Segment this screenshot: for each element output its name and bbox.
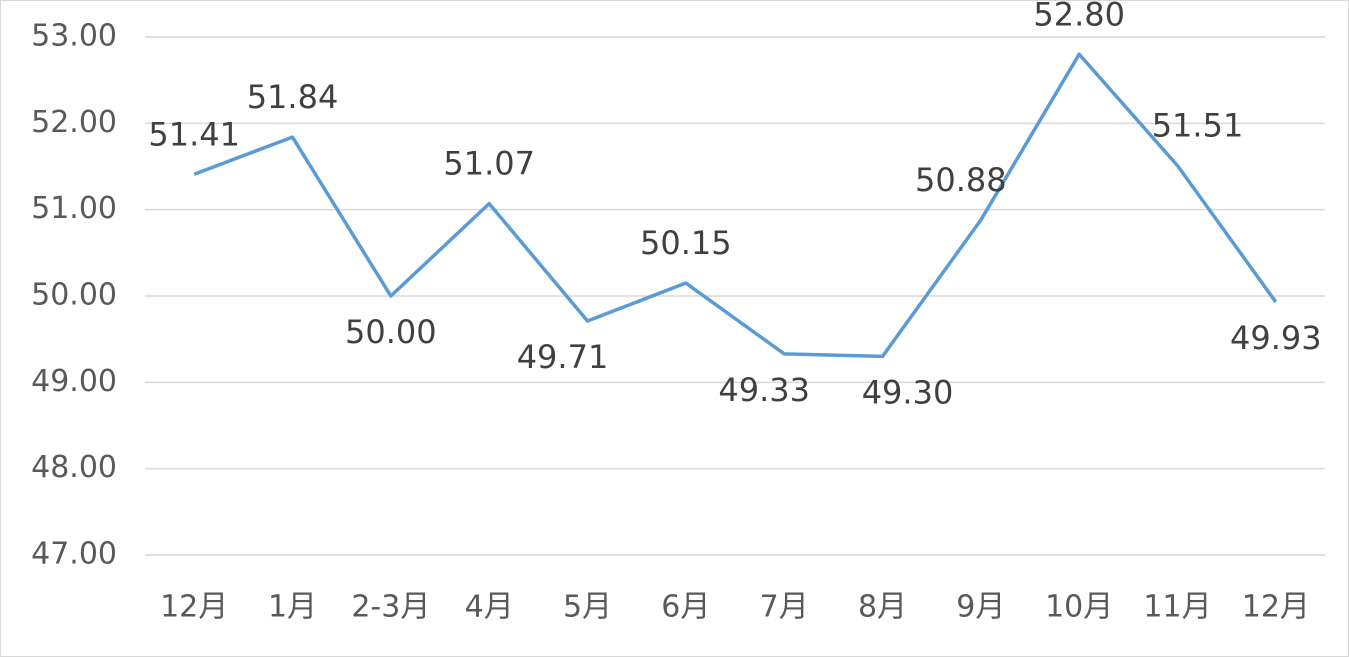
x-tick-label: 8月 bbox=[858, 590, 907, 625]
x-tick-label: 12月 bbox=[160, 590, 228, 625]
y-tick-label: 51.00 bbox=[31, 191, 117, 226]
data-label: 49.93 bbox=[1230, 319, 1322, 357]
data-label: 49.33 bbox=[718, 371, 810, 409]
x-tick-label: 11月 bbox=[1143, 590, 1211, 625]
series-line bbox=[193, 52, 1278, 359]
data-label: 51.51 bbox=[1152, 107, 1244, 145]
data-label: 49.30 bbox=[862, 373, 954, 411]
data-label: 50.88 bbox=[915, 161, 1007, 199]
y-tick-label: 47.00 bbox=[31, 537, 117, 572]
x-tick-label: 9月 bbox=[956, 590, 1005, 625]
x-tick-label: 6月 bbox=[661, 590, 710, 625]
x-tick-label: 2-3月 bbox=[351, 590, 430, 625]
y-tick-label: 53.00 bbox=[31, 19, 117, 54]
x-tick-label: 12月 bbox=[1242, 590, 1310, 625]
data-label: 51.41 bbox=[148, 115, 240, 153]
data-label: 52.80 bbox=[1033, 0, 1125, 33]
data-label: 49.71 bbox=[517, 338, 609, 376]
x-tick-label: 1月 bbox=[268, 590, 317, 625]
y-tick-label: 52.00 bbox=[31, 105, 117, 140]
data-label: 50.00 bbox=[345, 313, 437, 351]
x-tick-label: 7月 bbox=[760, 590, 809, 625]
y-tick-label: 48.00 bbox=[31, 450, 117, 485]
x-tick-label: 5月 bbox=[563, 590, 612, 625]
x-tick-label: 4月 bbox=[465, 590, 514, 625]
data-label: 51.84 bbox=[247, 78, 339, 116]
y-tick-label: 49.00 bbox=[31, 364, 117, 399]
y-tick-label: 50.00 bbox=[31, 278, 117, 313]
x-tick-label: 10月 bbox=[1045, 590, 1113, 625]
data-label: 51.07 bbox=[443, 145, 535, 183]
data-label: 50.15 bbox=[640, 224, 732, 262]
